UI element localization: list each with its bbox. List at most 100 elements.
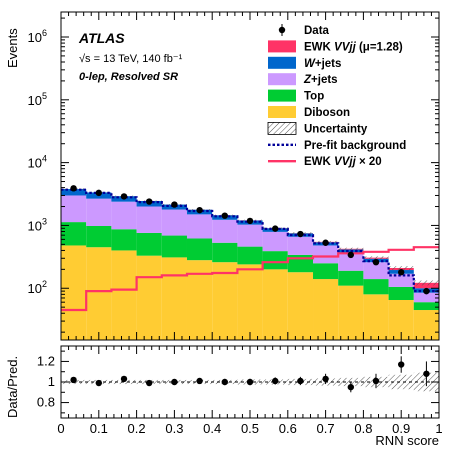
data-marker [347, 251, 355, 259]
y-axis-title-main: Events [5, 28, 20, 68]
region-label: 0-lep, Resolved SR [79, 71, 178, 83]
data-marker [272, 225, 279, 232]
x-tick-label-8: 0.8 [354, 421, 372, 436]
x-tick-label-9: 0.9 [392, 421, 410, 436]
bar-z-jets-1 [86, 198, 112, 226]
bar-z-jets-3 [136, 206, 162, 233]
ratio-marker [322, 375, 329, 383]
bar-z-jets-13 [388, 273, 414, 287]
energy-label: √s = 13 TeV, 140 fb⁻¹ [79, 53, 183, 65]
bar-diboson-9 [287, 272, 314, 340]
y-tick-label-main-2: 104 [28, 154, 47, 171]
bar-diboson-14 [413, 310, 439, 340]
data-point-11 [347, 251, 355, 259]
x-tick-label-10: 1 [435, 421, 442, 436]
data-marker [423, 287, 430, 295]
ratio-plot: 0 0.1 0.2 0.3 0.4 0.5 0.6 0.7 0.8 0.9 1 0.8 1 1.2 [37, 345, 443, 436]
data-point-10 [322, 239, 329, 246]
ratio-marker [196, 377, 203, 385]
legend-label-6: Uncertainty [304, 123, 368, 135]
legend: Data EWK VVjj (μ=1.28) W+jets Z+jets Top Dibo… [267, 24, 406, 168]
bar-diboson-0 [61, 245, 87, 340]
data-point-5 [196, 206, 203, 214]
legend-label-2: W+jets [304, 58, 341, 70]
legend-entry-5: Diboson [268, 106, 350, 119]
ratio-point-10 [322, 373, 329, 385]
x-tick-label-5: 0.5 [241, 421, 259, 436]
x-tick-label-6: 0.6 [279, 421, 297, 436]
bar-top-14 [413, 302, 439, 311]
ratio-point-7 [246, 378, 254, 386]
data-marker [246, 217, 254, 225]
ratio-point-1 [95, 379, 103, 387]
data-marker [398, 269, 405, 276]
legend-entry-7: Pre-fit background [268, 140, 406, 152]
data-marker [322, 239, 329, 246]
bar-diboson-11 [338, 285, 364, 340]
bar-top-5 [186, 238, 213, 261]
ratio-marker [297, 377, 304, 385]
legend-label-4: Top [304, 91, 324, 103]
ratio-marker [171, 378, 178, 386]
bar-diboson-7 [237, 264, 263, 340]
ratio-marker [221, 378, 228, 386]
x-tick-label-4: 0.4 [203, 421, 221, 436]
y-axis-title-ratio: Data/Pred. [5, 356, 20, 418]
main-plot: 102 103 104 105 106 [28, 11, 440, 341]
signal-x20-line [61, 246, 439, 312]
legend-label-5: Diboson [304, 107, 350, 119]
ratio-marker [70, 376, 77, 384]
x-tick-label-2: 0.2 [128, 421, 146, 436]
stacked-histograms [61, 188, 439, 340]
x-tick-label-3: 0.3 [165, 421, 183, 436]
legend-label-7: Pre-fit background [304, 140, 406, 152]
bar-diboson-6 [212, 262, 238, 340]
x-tick-label-0: 0 [57, 421, 64, 436]
bar-z-jets-11 [338, 252, 364, 271]
bar-z-jets-7 [237, 224, 263, 247]
data-marker [95, 189, 103, 197]
data-points [70, 185, 430, 295]
bar-diboson-10 [313, 279, 339, 340]
data-marker [196, 206, 203, 214]
bar-top-11 [338, 270, 364, 286]
ratio-point-8 [272, 377, 279, 385]
legend-swatch [268, 56, 296, 69]
ratio-point-14 [423, 361, 430, 387]
ratio-point-4 [171, 378, 178, 386]
y-tick-label-main-4: 106 [28, 28, 47, 45]
x-axis-title: RNN score [375, 433, 439, 448]
bar-z-jets-5 [186, 214, 213, 239]
uncertainty-bin-11 [338, 247, 364, 250]
bar-z-jets-2 [111, 201, 137, 230]
data-point-8 [272, 225, 279, 232]
legend-entry-3: Z+jets [268, 73, 338, 86]
ratio-marker [272, 377, 279, 385]
data-marker [145, 198, 153, 205]
legend-entry-0: Data [278, 24, 330, 37]
legend-swatch [268, 73, 296, 86]
data-marker [372, 258, 380, 266]
legend-swatch [268, 40, 296, 53]
legend-swatch [268, 106, 296, 118]
ratio-point-5 [196, 377, 203, 385]
bar-z-jets-12 [363, 262, 389, 280]
uncertainty-bin-13 [388, 266, 414, 270]
bar-top-1 [86, 225, 112, 248]
bar-diboson-1 [86, 247, 112, 340]
x-tick-label-1: 0.1 [90, 421, 108, 436]
data-point-14 [423, 287, 430, 295]
ratio-marker [246, 378, 254, 386]
bar-top-12 [363, 279, 389, 295]
ratio-point-0 [70, 376, 77, 384]
bar-top-13 [388, 286, 414, 300]
bar-z-jets-10 [313, 245, 339, 264]
bar-z-jets-9 [287, 236, 314, 255]
ratio-marker [372, 377, 380, 385]
data-marker [171, 201, 178, 208]
legend-entry-6: Uncertainty [267, 122, 368, 135]
x-tick-label-7: 0.7 [317, 421, 335, 436]
bar-z-jets-14 [413, 292, 439, 303]
data-point-12 [372, 258, 380, 266]
